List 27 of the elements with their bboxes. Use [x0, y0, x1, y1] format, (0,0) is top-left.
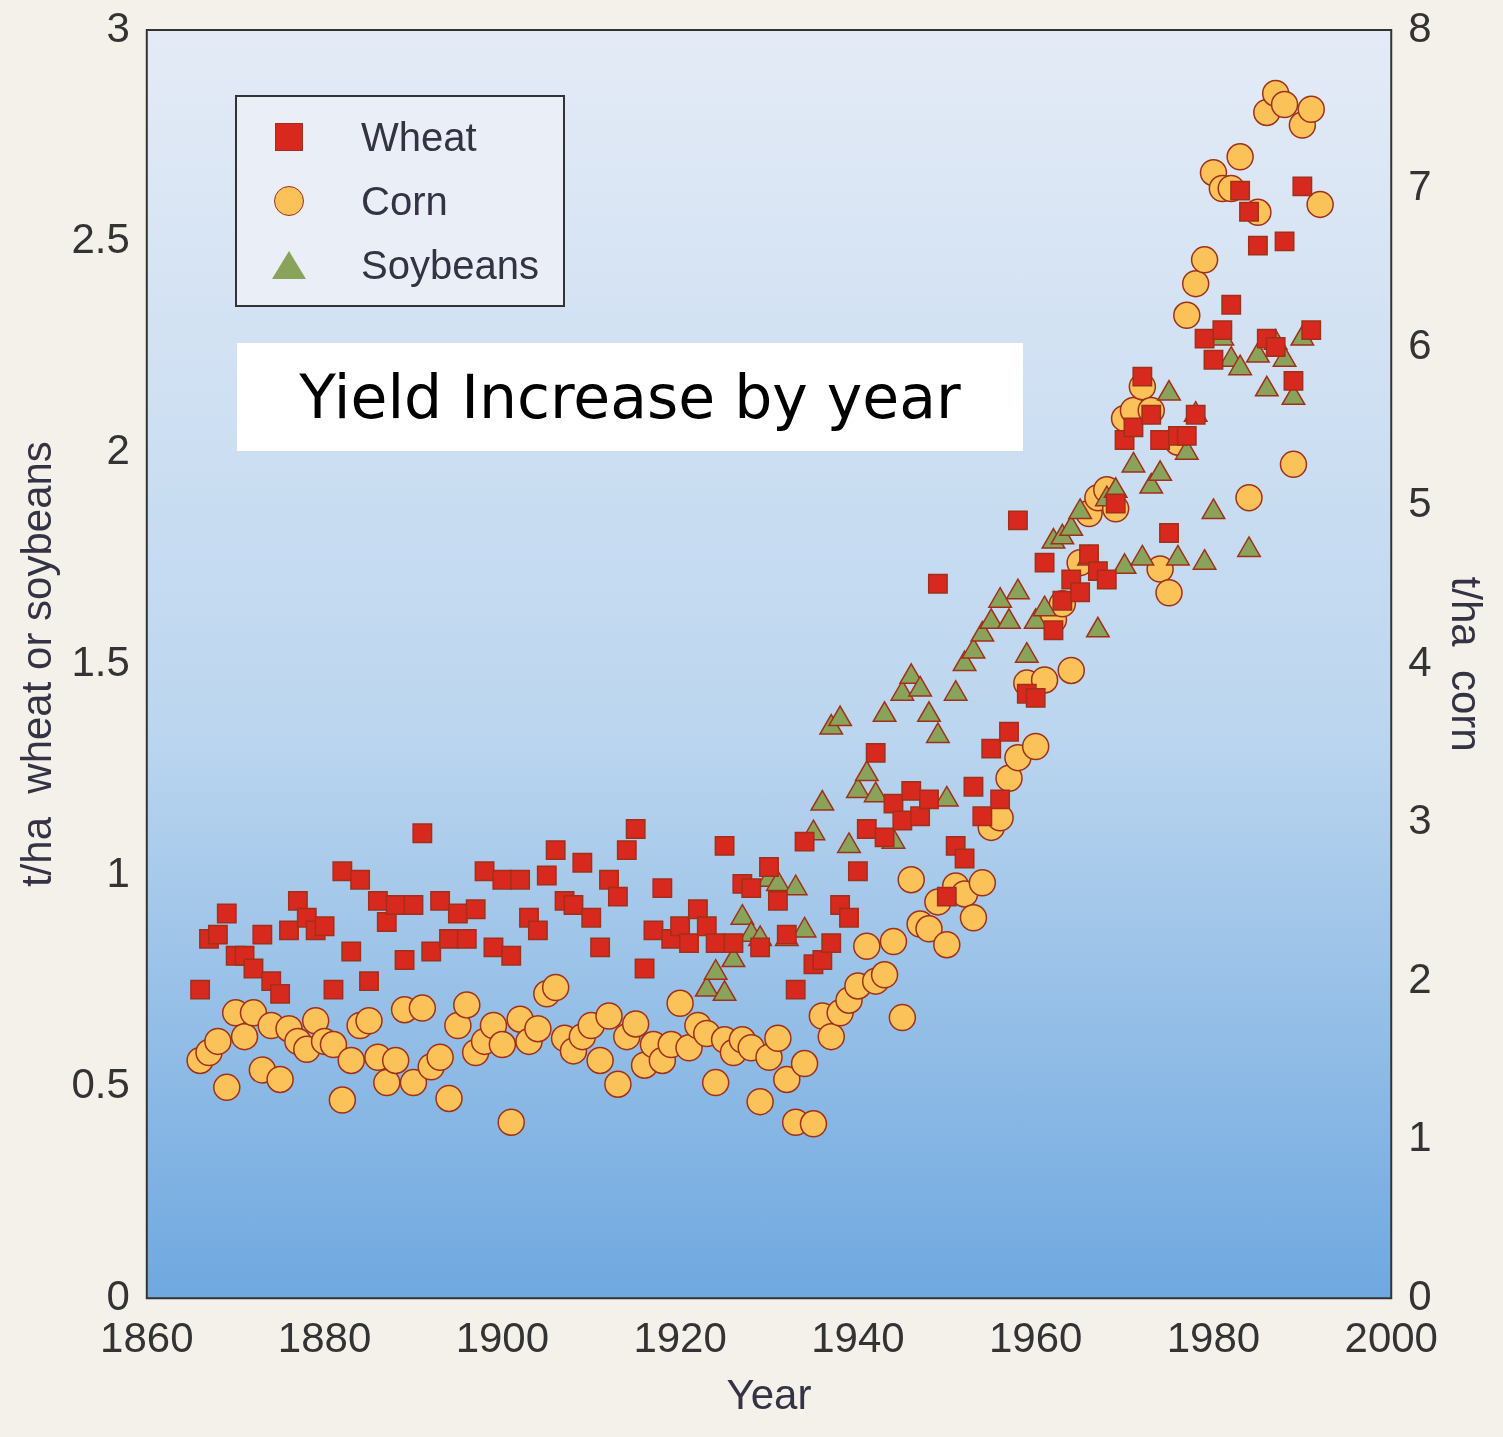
text: Yield Increase by year	[237, 343, 1023, 451]
legend-label: Corn	[361, 178, 448, 224]
y2-tick-label: 8	[1408, 3, 1432, 51]
y-tick-label: 0.5	[71, 1060, 130, 1108]
legend-label: Wheat	[361, 114, 477, 160]
y2-tick-label: 7	[1408, 162, 1432, 210]
x-tick-label: 1940	[811, 1313, 905, 1361]
x-tick-label: 1960	[988, 1313, 1083, 1361]
x-tick-label: 1980	[1166, 1313, 1261, 1361]
y-axis-title: t/ha wheat or soybeans	[12, 441, 60, 888]
y2-tick-label: 2	[1408, 954, 1432, 1002]
y-tick-label: 2.5	[71, 214, 130, 262]
y2-tick-label: 3	[1408, 796, 1432, 844]
y-tick-label: 1	[106, 849, 130, 897]
y2-tick-label: 1	[1408, 1113, 1432, 1161]
y2-axis-title: t/ha corn	[1443, 576, 1491, 752]
y-tick-label: 1.5	[71, 637, 130, 685]
y2-tick-label: 4	[1408, 637, 1432, 685]
y-tick-label: 2	[106, 426, 130, 474]
x-axis-title: Year	[726, 1371, 812, 1419]
x-tick-label: 1900	[455, 1313, 550, 1361]
legend-label: Soybeans	[361, 242, 539, 288]
y-tick-label: 3	[106, 3, 130, 51]
y2-tick-label: 6	[1408, 320, 1432, 368]
x-tick-label: 1880	[277, 1313, 372, 1361]
y2-tick-label: 5	[1408, 479, 1432, 527]
x-tick-label: 1920	[633, 1313, 727, 1361]
